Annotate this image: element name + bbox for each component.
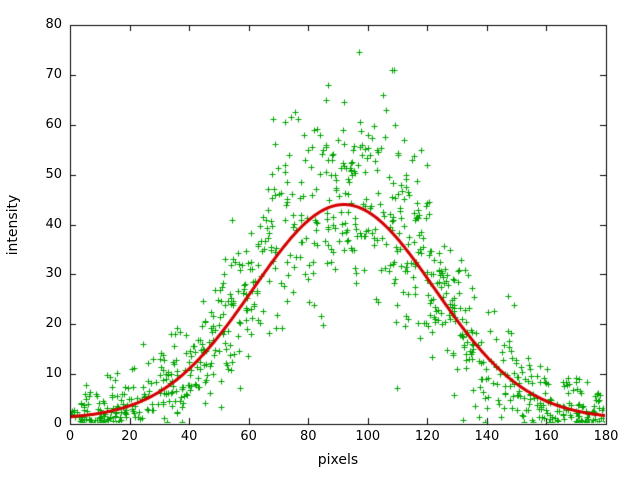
x-tick-label: 80 [299, 429, 317, 444]
x-tick-label: 180 [593, 429, 619, 444]
y-tick-label: 10 [45, 366, 62, 382]
y-tick-label: 60 [45, 116, 62, 132]
y-tick-label: 80 [45, 17, 62, 32]
y-axis-title: intensity [5, 194, 21, 256]
x-tick-label: 120 [414, 429, 440, 444]
y-tick-label: 0 [53, 416, 62, 431]
y-tick-label: 70 [45, 66, 62, 82]
x-tick-label: 0 [65, 429, 75, 444]
x-tick-label: 60 [240, 429, 257, 444]
x-tick-label: 100 [355, 429, 381, 444]
x-tick-label: 20 [121, 429, 138, 444]
y-tick-label: 50 [45, 166, 62, 182]
x-tick-label: 140 [474, 429, 500, 444]
y-tick-label: 20 [45, 316, 62, 332]
x-axis-title: pixels [317, 452, 359, 468]
y-tick-label: 30 [45, 266, 62, 282]
x-tick-label: 40 [180, 429, 198, 444]
y-tick-label: 40 [45, 216, 62, 232]
x-tick-label: 160 [534, 429, 559, 444]
